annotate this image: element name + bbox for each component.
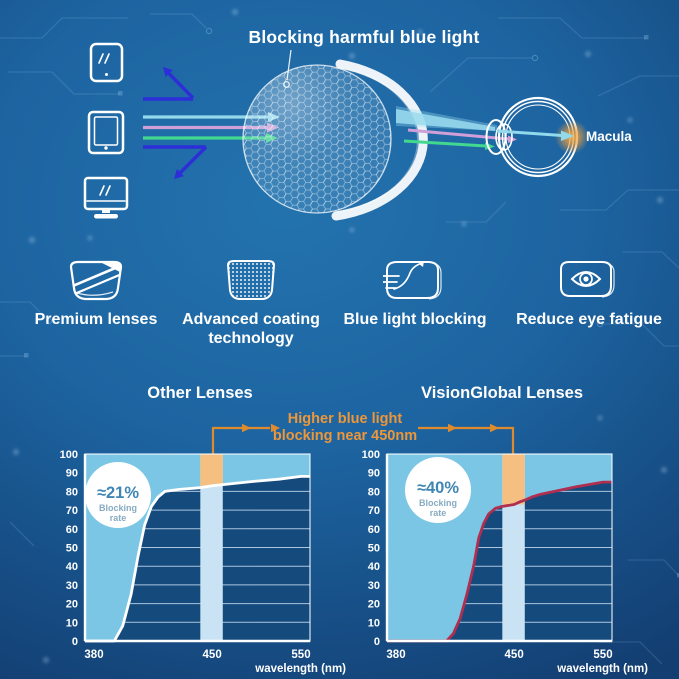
svg-text:0: 0 [72,636,78,648]
macula-glow [555,120,589,154]
features-row: Premium lenses Advanced coating technolo… [0,258,679,362]
under-curve-area [85,476,310,641]
svg-text:90: 90 [66,468,78,480]
chart-title-other: Other Lenses [147,384,253,402]
feature-blue-light-blocking: Blue light blocking [327,258,503,358]
svg-text:60: 60 [368,524,380,536]
svg-text:80: 80 [368,486,380,498]
svg-text:90: 90 [368,468,380,480]
feature-label: Advanced coating technology [182,311,320,347]
svg-text:20: 20 [368,599,380,611]
band-highlight-450nm [502,454,525,505]
macula-label: Macula [586,129,632,144]
svg-text:70: 70 [66,505,78,517]
svg-text:450: 450 [203,649,222,661]
reflected-blue-light-arrows [143,67,208,179]
annotation-line2: blocking near 450nm [272,428,418,444]
band-450nm [200,454,223,641]
lens-dots-icon [226,260,276,300]
svg-text:≈21%: ≈21% [97,484,139,502]
chart-other-lenses: ≈21% Blocking rate 0 10 20 30 40 50 60 70 80 90 100 38… [53,444,347,678]
chart-title-visionglobal: VisionGlobal Lenses [421,384,583,402]
axis-labels: 0 10 20 30 40 50 60 70 80 90 100 380 450 550 wavelengt… [60,449,347,675]
svg-text:450: 450 [505,649,524,661]
hero-diagram [83,42,589,221]
svg-text:≈40%: ≈40% [417,479,459,497]
blocking-rate-curve [387,480,612,643]
under-curve-area [387,482,612,641]
svg-text:100: 100 [362,449,380,461]
lens-stripes-icon [69,260,123,301]
svg-text:40: 40 [368,561,380,573]
smartphone-icon [89,42,124,83]
svg-text:60: 60 [66,524,78,536]
title-leader-line [283,49,292,88]
lens-deflect-icon [383,261,442,300]
blue-light-lens [242,59,428,221]
svg-text:50: 50 [66,543,78,555]
svg-text:Blocking: Blocking [419,498,457,508]
svg-text:10: 10 [66,617,78,629]
svg-text:rate: rate [110,513,127,523]
annotation-text: Higher blue light blocking near 450nm [272,411,418,445]
feature-label: Premium lenses [34,311,158,328]
svg-text:380: 380 [386,649,405,661]
svg-text:30: 30 [66,580,78,592]
lens-eye-icon [560,261,615,298]
svg-text:40: 40 [66,561,78,573]
svg-text:rate: rate [430,508,447,518]
hero-title: Blocking harmful blue light [248,27,480,47]
svg-text:80: 80 [66,486,78,498]
feature-reduce-eye-fatigue: Reduce eye fatigue [497,258,679,358]
svg-text:30: 30 [368,580,380,592]
svg-text:wavelength (nm): wavelength (nm) [254,663,346,675]
svg-text:550: 550 [593,649,612,661]
svg-text:10: 10 [368,617,380,629]
feature-label: Reduce eye fatigue [516,311,662,328]
svg-text:Blocking: Blocking [99,503,137,513]
blocking-rate-curve [85,475,310,643]
svg-text:550: 550 [291,649,310,661]
tablet-icon [87,110,125,155]
svg-text:70: 70 [368,505,380,517]
axis-labels: 0 10 20 30 40 50 60 70 80 90 100 380 450 550 wavelengt… [362,449,649,675]
feature-label: Blue light blocking [343,311,487,328]
feature-premium-lenses: Premium lenses [8,258,184,358]
chart-visionglobal-lenses: ≈40% Blocking rate 0 10 20 30 40 50 60 70 80 90 100 38… [355,444,649,678]
svg-text:20: 20 [66,599,78,611]
band-highlight-450nm [200,454,223,486]
annotation-line1: Higher blue light [287,411,403,427]
monitor-icon [83,176,129,219]
svg-text:wavelength (nm): wavelength (nm) [556,663,648,675]
feature-advanced-coating: Advanced coating technology [163,258,339,358]
svg-text:50: 50 [368,543,380,555]
svg-text:0: 0 [374,636,380,648]
macula-ray [496,129,574,141]
svg-text:100: 100 [60,449,78,461]
svg-text:380: 380 [84,649,103,661]
